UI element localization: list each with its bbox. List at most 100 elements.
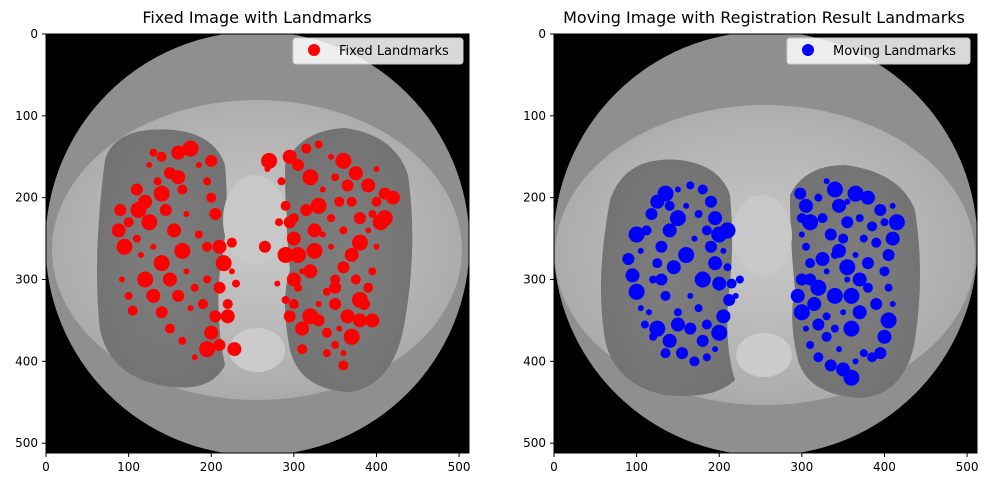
landmark-point — [814, 193, 823, 202]
landmark-point — [213, 281, 226, 294]
landmark-point — [153, 255, 170, 272]
landmark-point — [843, 369, 860, 386]
landmark-point — [684, 322, 697, 335]
landmark-point — [708, 211, 723, 226]
landmark-point — [674, 186, 681, 193]
landmark-point — [319, 231, 326, 238]
landmark-point — [889, 301, 896, 308]
landmark-point — [307, 223, 322, 238]
landmark-point — [628, 226, 645, 243]
landmark-point — [153, 185, 170, 202]
landmark-point — [691, 235, 698, 242]
x-tick-label: 300 — [282, 460, 305, 474]
landmark-point — [174, 242, 191, 259]
landmark-point — [171, 145, 186, 160]
landmark-point — [655, 240, 668, 253]
landmark-point — [712, 346, 719, 353]
landmark-point — [197, 299, 208, 310]
y-tick-label: 200 — [15, 191, 38, 205]
landmark-point — [637, 247, 644, 254]
landmark-point — [628, 283, 645, 300]
landmark-point — [171, 170, 186, 185]
landmark-point — [288, 213, 299, 224]
x-tick-label: 0 — [42, 460, 50, 474]
landmark-point — [664, 200, 675, 211]
landmark-point — [303, 264, 318, 279]
landmark-point — [183, 268, 190, 275]
landmark-point — [711, 324, 728, 341]
landmark-point — [862, 282, 873, 293]
landmark-point — [167, 223, 182, 238]
x-tick-label: 200 — [708, 460, 731, 474]
landmark-point — [708, 256, 723, 271]
landmark-point — [212, 239, 227, 254]
landmark-point — [689, 356, 700, 367]
axis-ticks: 0 100 200 300 400 500 0 100 200 300 400 500 — [523, 27, 978, 474]
landmark-point — [331, 173, 340, 182]
landmark-point — [683, 202, 690, 209]
landmark-point — [306, 242, 323, 259]
landmark-point — [735, 275, 744, 284]
landmark-point — [702, 353, 711, 362]
landmark-point — [314, 140, 323, 149]
landmark-point — [880, 312, 897, 329]
landmark-point — [226, 237, 237, 248]
landmark-point — [874, 347, 887, 360]
landmark-point — [132, 234, 141, 243]
y-tick-label: 100 — [523, 109, 546, 123]
landmark-point — [312, 314, 325, 327]
landmark-point — [877, 329, 892, 344]
landmark-point — [322, 349, 331, 358]
landmark-point — [277, 177, 286, 186]
landmark-point — [282, 149, 297, 164]
landmark-point — [855, 214, 864, 223]
landmark-point — [150, 243, 157, 250]
landmark-point — [286, 272, 301, 287]
landmark-point — [338, 360, 349, 371]
landmark-point — [859, 349, 868, 358]
x-tick-label: 200 — [200, 460, 223, 474]
landmark-point — [646, 309, 653, 316]
landmark-point — [159, 203, 172, 216]
landmark-point — [823, 178, 830, 185]
x-tick-label: 100 — [625, 460, 648, 474]
landmark-point — [385, 190, 400, 205]
legend-marker — [802, 44, 814, 56]
landmark-point — [365, 313, 380, 328]
landmark-point — [815, 252, 830, 267]
landmark-point — [213, 338, 226, 351]
landmark-point — [802, 325, 809, 332]
landmark-point — [337, 261, 350, 274]
x-tick-label: 300 — [790, 460, 813, 474]
landmark-point — [852, 358, 859, 365]
landmark-point — [164, 323, 175, 334]
landmark-point — [716, 309, 731, 324]
landmark-point — [832, 243, 847, 258]
landmark-point — [660, 290, 671, 301]
landmark-point — [794, 187, 807, 200]
landmark-point — [889, 202, 896, 209]
landmark-point — [826, 287, 843, 304]
y-tick-label: 200 — [523, 191, 546, 205]
landmark-point — [301, 143, 312, 154]
y-tick-label: 300 — [523, 273, 546, 287]
landmark-point — [670, 317, 685, 332]
landmark-point — [678, 246, 695, 263]
landmark-point — [220, 309, 235, 324]
landmark-markers — [111, 140, 400, 371]
landmark-point — [652, 258, 663, 269]
legend-marker — [308, 44, 320, 56]
y-tick-label: 500 — [523, 436, 546, 450]
landmark-point — [686, 181, 695, 190]
landmark-point — [798, 231, 805, 238]
landmark-point — [376, 210, 393, 227]
landmark-point — [344, 247, 359, 262]
landmark-markers — [622, 178, 905, 386]
landmark-point — [334, 196, 345, 207]
y-tick-label: 0 — [30, 27, 38, 41]
landmark-point — [327, 214, 336, 223]
landmark-point — [790, 288, 805, 303]
landmark-point — [137, 271, 154, 288]
landmark-point — [232, 279, 241, 288]
landmark-point — [343, 328, 360, 345]
